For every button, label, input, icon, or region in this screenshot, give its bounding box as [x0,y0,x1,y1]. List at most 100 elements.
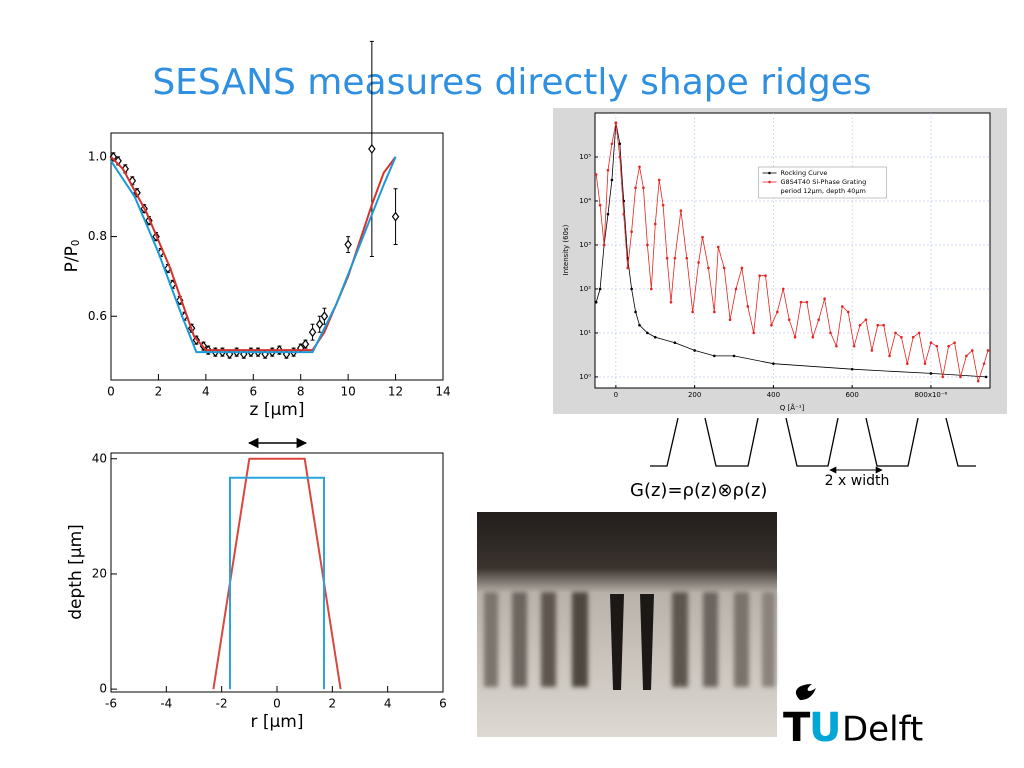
plot-area [110,452,444,693]
data-line [110,156,397,354]
data-point [315,319,324,330]
data-point [953,341,956,344]
y-tick-label: 0.8 [88,229,107,243]
data-point [606,168,610,172]
data-point [835,344,838,348]
x-tick-label: 2 [329,697,337,711]
data-point [707,266,710,270]
data-point [713,354,716,358]
data-point [653,335,657,339]
data-point [630,287,633,291]
data-point [594,173,598,176]
data-point [301,339,310,350]
data-point [882,323,885,327]
data-point [817,318,820,321]
y-axis-label: depth [μm] [66,524,86,620]
annotation: 2 x width [825,473,890,489]
data-point [638,323,641,327]
data-point [781,287,785,291]
data-point [923,362,927,365]
x-tick-label: 4 [202,385,210,399]
y-tick-label: 0.6 [88,309,107,323]
y-axis-label: Intensity (60s) [562,224,570,275]
data-point [799,300,803,304]
data-point [669,300,673,304]
data-point [598,287,602,291]
x-tick-label: 6 [439,697,447,711]
x-tick-label: 0 [273,697,281,711]
y-tick-label: 10¹ [579,329,591,337]
data-point [746,305,750,308]
data-point [793,335,797,339]
data-point [929,341,933,344]
x-tick-label: 6 [249,385,257,399]
data-point [646,331,649,335]
y-tick-label: 0 [99,682,107,696]
data-line [110,156,397,352]
data-point [630,230,633,234]
data-point [823,297,826,301]
data-point [829,331,832,335]
y-tick-label: 10⁵ [579,153,591,161]
x-tick-label: 200 [688,391,701,399]
data-point [732,354,736,358]
data-point [752,331,756,335]
data-point [858,323,862,327]
data-point [650,287,653,291]
y-tick-label: 20 [92,566,107,580]
x-axis-label: Q [Å⁻¹] [780,403,805,412]
data-point [894,331,897,335]
data-point [864,318,868,321]
legend-box [758,166,887,199]
x-tick-label: 600 [845,391,858,399]
y-tick-label: 10² [579,285,591,293]
data-point [716,245,720,249]
data-point [900,335,903,339]
y-axis-label-main: P/P [62,246,82,272]
data-point [701,235,704,239]
data-point [622,212,626,216]
data-point [614,121,618,125]
data-point [642,186,645,190]
data-point [986,349,990,352]
data-point [888,354,891,358]
data-point [965,354,968,358]
x-tick-label: 12 [388,385,403,399]
x-tick-label: 0 [614,391,618,399]
grating-profile [650,417,976,474]
data-point [653,222,657,226]
data-point [959,375,962,379]
legend-label: G8S4T40 Si-Phase Grating [781,178,867,186]
data-point [850,367,854,371]
data-point [685,256,689,260]
x-tick-label: 800x10⁻⁶ [914,391,947,399]
data-point [846,310,850,314]
data-point [657,178,661,182]
data-point [764,274,767,278]
legend-marker [768,180,771,184]
data-point [691,310,694,314]
y-tick-label: 10⁴ [579,197,591,205]
data-point [787,318,791,321]
x-tick-label: 8 [297,385,305,399]
data-point [634,186,637,190]
data-point [911,335,915,339]
data-point [984,375,988,379]
data-point [852,344,856,348]
data-point [368,143,376,154]
logo-rest: Delft [842,710,923,750]
data-point [870,349,874,352]
y-tick-label: 10⁰ [579,373,591,381]
x-tick-label: 0 [107,385,115,399]
data-point [308,327,317,338]
logo-u: U [809,705,841,751]
data-point [876,323,880,327]
data-point [734,287,738,291]
data-point [811,335,815,339]
x-tick-label: -2 [216,697,228,711]
data-point [929,372,933,375]
x-tick-label: 14 [435,385,450,399]
y-axis-label-sub: 0 [71,240,82,246]
data-point [610,142,614,146]
